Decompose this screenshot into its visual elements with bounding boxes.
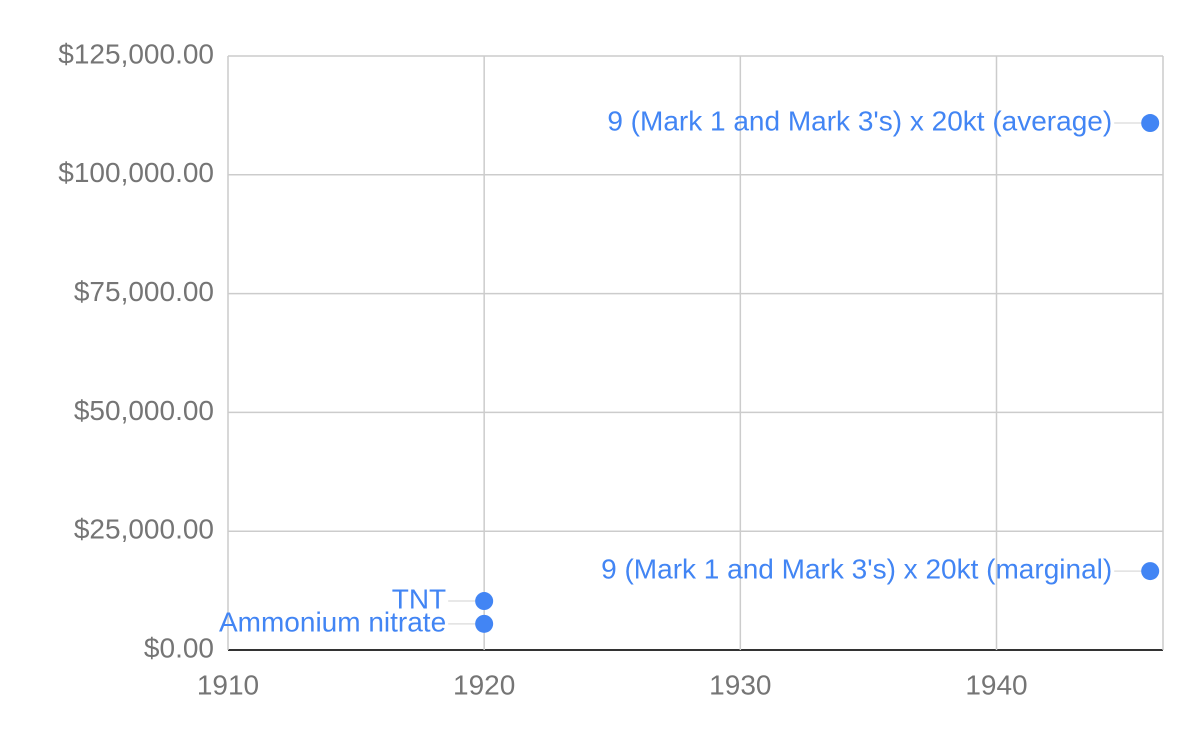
- y-tick-label: $50,000.00: [74, 395, 214, 426]
- y-tick-label: $0.00: [144, 632, 214, 663]
- point-label: TNT: [392, 583, 446, 614]
- point-label: 9 (Mark 1 and Mark 3's) x 20kt (average): [607, 105, 1112, 136]
- point: [1141, 562, 1160, 581]
- point: [1141, 114, 1160, 133]
- y-tick-label: $25,000.00: [74, 514, 214, 545]
- point-label: 9 (Mark 1 and Mark 3's) x 20kt (marginal…: [601, 554, 1112, 585]
- point: [475, 614, 494, 633]
- point-label: Ammonium nitrate: [219, 606, 446, 637]
- y-tick-label: $100,000.00: [58, 157, 214, 188]
- x-tick-label: 1920: [453, 669, 515, 700]
- y-tick-label: $125,000.00: [58, 38, 214, 69]
- x-tick-label: 1930: [709, 669, 771, 700]
- y-tick-label: $75,000.00: [74, 276, 214, 307]
- point: [475, 592, 494, 611]
- x-tick-label: 1940: [965, 669, 1027, 700]
- x-tick-label: 1910: [197, 669, 259, 700]
